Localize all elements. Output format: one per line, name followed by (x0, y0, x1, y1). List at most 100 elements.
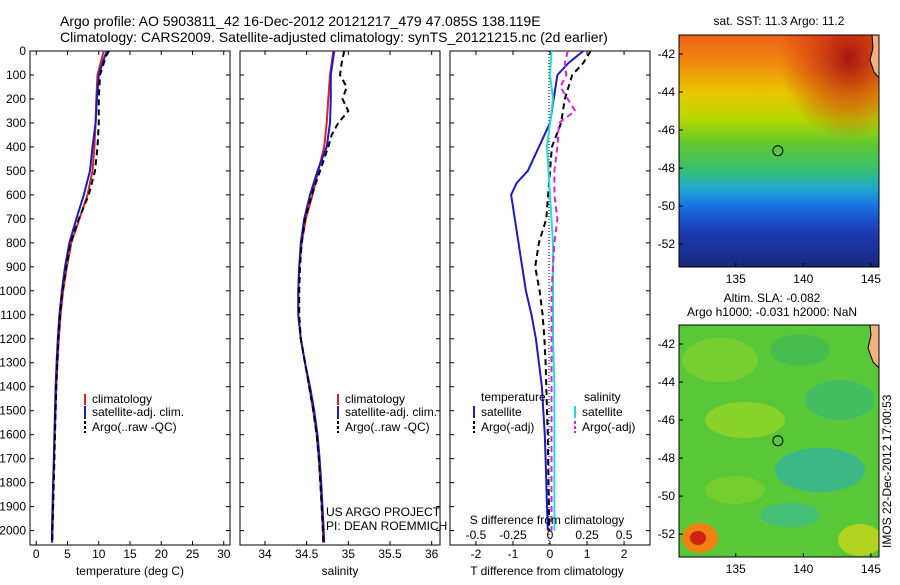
map-y-tick-label: -46 (658, 123, 676, 137)
argo-float-marker-sst (772, 145, 784, 157)
x-tick-label: 15 (123, 547, 137, 561)
x-tick-label: 35 (342, 547, 356, 561)
x-tick-label: 34.5 (295, 547, 319, 561)
series-line-satellite-adj (297, 50, 336, 543)
legend-label-climatology: climatology (92, 392, 152, 406)
project-annotation: US ARGO PROJECT (326, 505, 441, 519)
depth-axis-ticks: 0 100 200 300 400 500 600 700 800 900 1000 1100 1200… (0, 44, 650, 538)
salinity-axis-ticks: 34 34.5 35 35.5 36 (258, 51, 439, 561)
title-line-2: Climatology: CARS2009. Satellite-adjuste… (60, 29, 608, 45)
x-tick-label: 10 (92, 547, 106, 561)
depth-tick-label: 1900 (0, 500, 26, 514)
depth-tick-label: 1300 (0, 356, 26, 370)
map-y-tick-label: -50 (658, 489, 676, 503)
sla-map-title: Altim. SLA: -0.082 (724, 291, 821, 305)
land-tasmania (869, 35, 879, 79)
x-tick-label: 34 (258, 547, 272, 561)
temperature-panel-frame (29, 50, 231, 546)
depth-tick-label: 400 (6, 140, 26, 154)
depth-tick-label: 900 (6, 260, 26, 274)
x-tick-label: 30 (217, 547, 231, 561)
pi-annotation: PI: DEAN ROEMMICH (326, 519, 447, 533)
sla-warm-eddy-core (690, 531, 706, 545)
top-tick-label: -0.5 (466, 528, 487, 542)
top-tick-label: 0 (547, 528, 554, 542)
map-y-tick-label: -48 (658, 451, 676, 465)
top-tick-label: 0.25 (575, 528, 599, 542)
salinity-axis-label: salinity (322, 564, 359, 578)
depth-tick-label: 600 (6, 188, 26, 202)
x-tick-label: 35.5 (378, 547, 402, 561)
x-tick-label: 0 (33, 547, 40, 561)
x-tick-label: 2 (621, 547, 628, 561)
sla-patch (775, 448, 865, 492)
top-tick-label: -0.25 (499, 528, 527, 542)
map-x-tick-label: 135 (726, 562, 746, 576)
map-x-tick-label: 140 (793, 272, 813, 286)
depth-tick-label: 1000 (0, 284, 26, 298)
sla-patch (760, 503, 820, 527)
temperature-axis-ticks: 0 5 10 15 20 25 30 (33, 51, 231, 561)
t-difference-axis-label: T difference from climatology (470, 564, 624, 578)
series-line-t-argo (534, 50, 592, 531)
argo-float-marker-sla (772, 435, 784, 447)
depth-tick-label: 1400 (0, 380, 26, 394)
depth-tick-label: 1200 (0, 332, 26, 346)
sst-map-ticks: 135 140 145 -42 -44 -46 -48 -50 -52 (658, 47, 882, 286)
x-tick-label: -1 (508, 547, 519, 561)
s-difference-axis-label: S difference from climatology (470, 513, 625, 527)
x-tick-label: -2 (471, 547, 482, 561)
legend-label-s-argo: Argo(-adj) (582, 420, 635, 434)
legend-label-t-satellite: satellite (481, 405, 522, 419)
legend-label-climatology: climatology (345, 392, 405, 406)
map-y-tick-label: -52 (658, 237, 676, 251)
t-difference-axis-ticks: -2 -1 0 1 2 (471, 51, 628, 561)
x-tick-label: 25 (186, 547, 200, 561)
temperature-axis-label: temperature (deg C) (76, 564, 184, 578)
depth-tick-label: 0 (19, 44, 26, 58)
depth-tick-label: 1500 (0, 404, 26, 418)
map-x-tick-label: 145 (861, 562, 881, 576)
top-tick-label: 0.5 (616, 528, 633, 542)
temperature-legend: climatology satellite-adj. clim. Argo(..… (84, 392, 184, 434)
map-x-tick-label: 145 (861, 272, 881, 286)
sla-map-frame (678, 324, 880, 558)
map-y-tick-label: -46 (658, 413, 676, 427)
map-y-tick-label: -48 (658, 161, 676, 175)
depth-tick-label: 800 (6, 236, 26, 250)
legend-label-satellite: satellite-adj. clim. (92, 405, 184, 419)
depth-tick-label: 200 (6, 92, 26, 106)
imos-timestamp: IMOS 22-Dec-2012 17:00:53 (880, 394, 894, 548)
series-line-argo (298, 50, 350, 543)
sst-map-frame (678, 34, 880, 268)
map-y-tick-label: -42 (658, 47, 676, 61)
temperature-series (50, 50, 110, 543)
sst-map (679, 35, 879, 267)
salinity-panel-frame (239, 50, 441, 546)
map-y-tick-label: -44 (658, 375, 676, 389)
legend-label-argo: Argo(..raw -QC) (92, 420, 177, 434)
depth-tick-label: 1100 (0, 308, 26, 322)
x-tick-label: 1 (584, 547, 591, 561)
s-difference-axis-ticks: -0.5 -0.25 0 0.25 0.5 (466, 528, 633, 542)
depth-tick-label: 1700 (0, 452, 26, 466)
sla-patch (805, 380, 875, 420)
sla-map-ticks: 135 140 145 -42 -44 -46 -48 -50 -52 (658, 337, 882, 576)
sla-patch (705, 476, 765, 504)
salinity-legend: climatology satellite-adj. clim. Argo(..… (337, 392, 437, 434)
map-y-tick-label: -50 (658, 199, 676, 213)
depth-tick-label: 300 (6, 116, 26, 130)
depth-tick-label: 1600 (0, 428, 26, 442)
map-x-tick-label: 135 (726, 272, 746, 286)
legend-heading-salinity: salinity (584, 390, 621, 404)
depth-tick-label: 1800 (0, 476, 26, 490)
sla-patch (838, 524, 879, 556)
series-line-s-argo (550, 50, 577, 531)
sst-map-title: sat. SST: 11.3 Argo: 11.2 (714, 14, 845, 28)
legend-heading-temperature: temperature (481, 390, 546, 404)
difference-legend: temperature salinity satellite Argo(-adj… (473, 390, 635, 434)
series-line-climatology (297, 50, 335, 543)
sla-map-subtitle: Argo h1000: -0.031 h2000: NaN (687, 305, 857, 319)
